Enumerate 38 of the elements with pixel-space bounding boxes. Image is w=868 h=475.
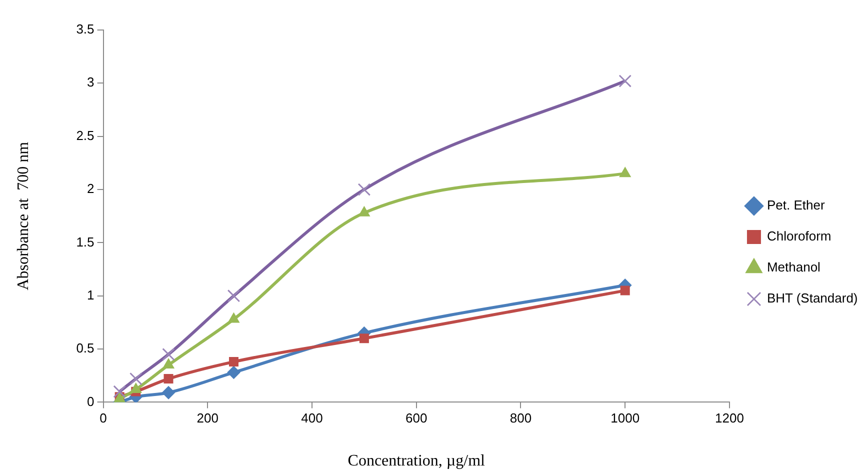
y-tick-label: 0.5 — [76, 340, 94, 356]
point — [227, 366, 240, 379]
point — [618, 74, 632, 88]
legend-label: Chloroform — [766, 228, 832, 244]
legend-label: Methanol — [766, 260, 821, 275]
y-tick-label: 1.5 — [76, 234, 94, 250]
point — [359, 334, 369, 344]
point — [162, 348, 175, 361]
point — [162, 358, 174, 368]
point — [113, 385, 126, 398]
point — [129, 372, 142, 386]
point — [358, 206, 370, 216]
y-tick-label: 0 — [87, 394, 94, 409]
x-tick-label: 600 — [406, 410, 428, 426]
x-tick-label: 1200 — [715, 410, 744, 426]
x-tick-label: 800 — [510, 410, 532, 426]
y-tick-label: 2 — [87, 181, 94, 196]
y-tick-label: 1 — [87, 287, 94, 302]
point — [620, 286, 630, 296]
point — [164, 374, 174, 384]
y-tick-label: 3.5 — [76, 22, 94, 37]
x-tick-label: 0 — [100, 410, 107, 426]
y-axis-title: Absorbance at 700 nm — [14, 141, 32, 290]
legend-label: Pet. Ether — [766, 198, 826, 213]
point — [227, 289, 240, 302]
point — [130, 382, 142, 393]
point — [228, 312, 240, 323]
x-tick-label: 400 — [301, 410, 323, 426]
point — [619, 167, 631, 178]
point — [228, 357, 238, 367]
y-tick-label: 2.5 — [76, 128, 94, 143]
x-tick-label: 1000 — [610, 410, 640, 426]
point — [162, 386, 175, 400]
x-tick-label: 200 — [196, 410, 218, 426]
y-tick-label: 3 — [87, 74, 94, 90]
legend-label: BHT (Standard) — [766, 290, 858, 306]
point — [358, 183, 371, 196]
x-axis-title: Concentration, µg/ml — [348, 452, 486, 470]
